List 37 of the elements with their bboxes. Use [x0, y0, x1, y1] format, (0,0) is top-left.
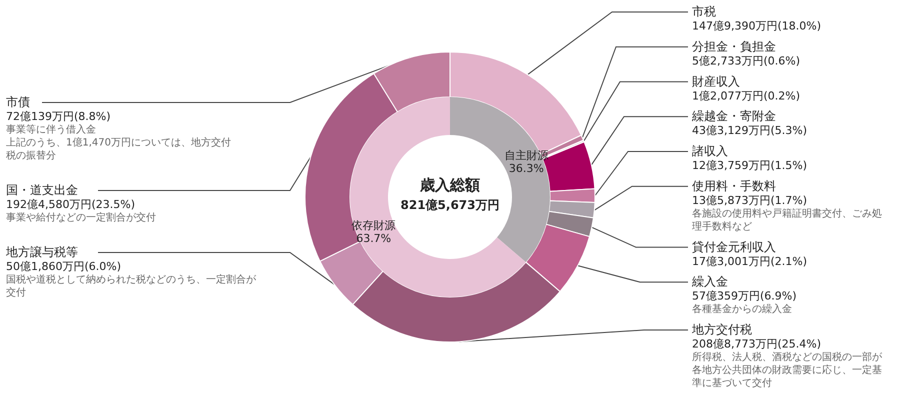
slice-label: 国・道支出金 — [6, 183, 78, 197]
text: 上記のうち、1億1,470万円については、地方交付税の振替分 — [6, 138, 231, 162]
data-label: 208億8,773万円(25.4%) — [692, 338, 822, 350]
data-label: 17億3,001万円(2.1%) — [692, 254, 808, 268]
data-label: 1億2,077万円(0.2%) — [692, 89, 800, 102]
text: 所得税、法人税、酒税などの国税の一部が各地方公共団体の財政需要に応じ、一定基準に基づいて交付 — [692, 352, 882, 389]
text: 歳入総額 — [419, 176, 480, 194]
data-label: 192億4,580万円(23.5%) — [6, 198, 136, 211]
slice-label: 諸収入 — [692, 144, 728, 158]
data-label: 72億139万円(8.8%) — [6, 110, 111, 123]
data-label: 13億5,873万円(1.7%) — [692, 194, 808, 207]
data-label: 50億1,860万円(6.0%) — [6, 260, 122, 273]
slice-label: 市債 — [6, 95, 30, 109]
text: 国税や道税として納められた税などのうち、一定割合が交付 — [6, 274, 256, 298]
text: 各施設の使用料や戸籍証明書交付、ごみ処理手数料など — [692, 208, 882, 232]
slice-label: 地方交付税 — [691, 322, 752, 336]
text: 各種基金からの繰入金 — [692, 304, 792, 316]
slice-label: 市税 — [692, 4, 716, 18]
text: 事業等に伴う借入金 — [6, 124, 96, 136]
data-label: 57億359万円(6.9%) — [692, 290, 797, 303]
slice-label: 財産収入 — [692, 74, 740, 88]
data-label: 63.7% — [356, 232, 392, 246]
slice-label: 依存財源 — [352, 219, 396, 232]
data-label: 147億9,390万円(18.0%) — [692, 20, 822, 32]
slice-label: 貸付金元利収入 — [692, 240, 776, 254]
slice-label: 自主財源 — [504, 148, 548, 162]
text: 821億5,673万円 — [400, 198, 500, 212]
slice-label: 使用料・手数料 — [692, 178, 776, 193]
slice-label: 分担金・負担金 — [692, 39, 776, 54]
slice-label: 繰入金 — [691, 274, 728, 289]
data-label: 43億3,129万円(5.3%) — [692, 124, 808, 138]
data-label: 12億3,759万円(1.5%) — [692, 159, 808, 172]
data-label: 36.3% — [508, 162, 544, 175]
data-label: 5億2,733万円(0.6%) — [692, 54, 800, 68]
slice-label: 地方譲与税等 — [5, 245, 78, 259]
slice-label: 繰越金・寄附金 — [691, 109, 776, 124]
text: 事業や給付などの一定割合が交付 — [6, 212, 156, 224]
